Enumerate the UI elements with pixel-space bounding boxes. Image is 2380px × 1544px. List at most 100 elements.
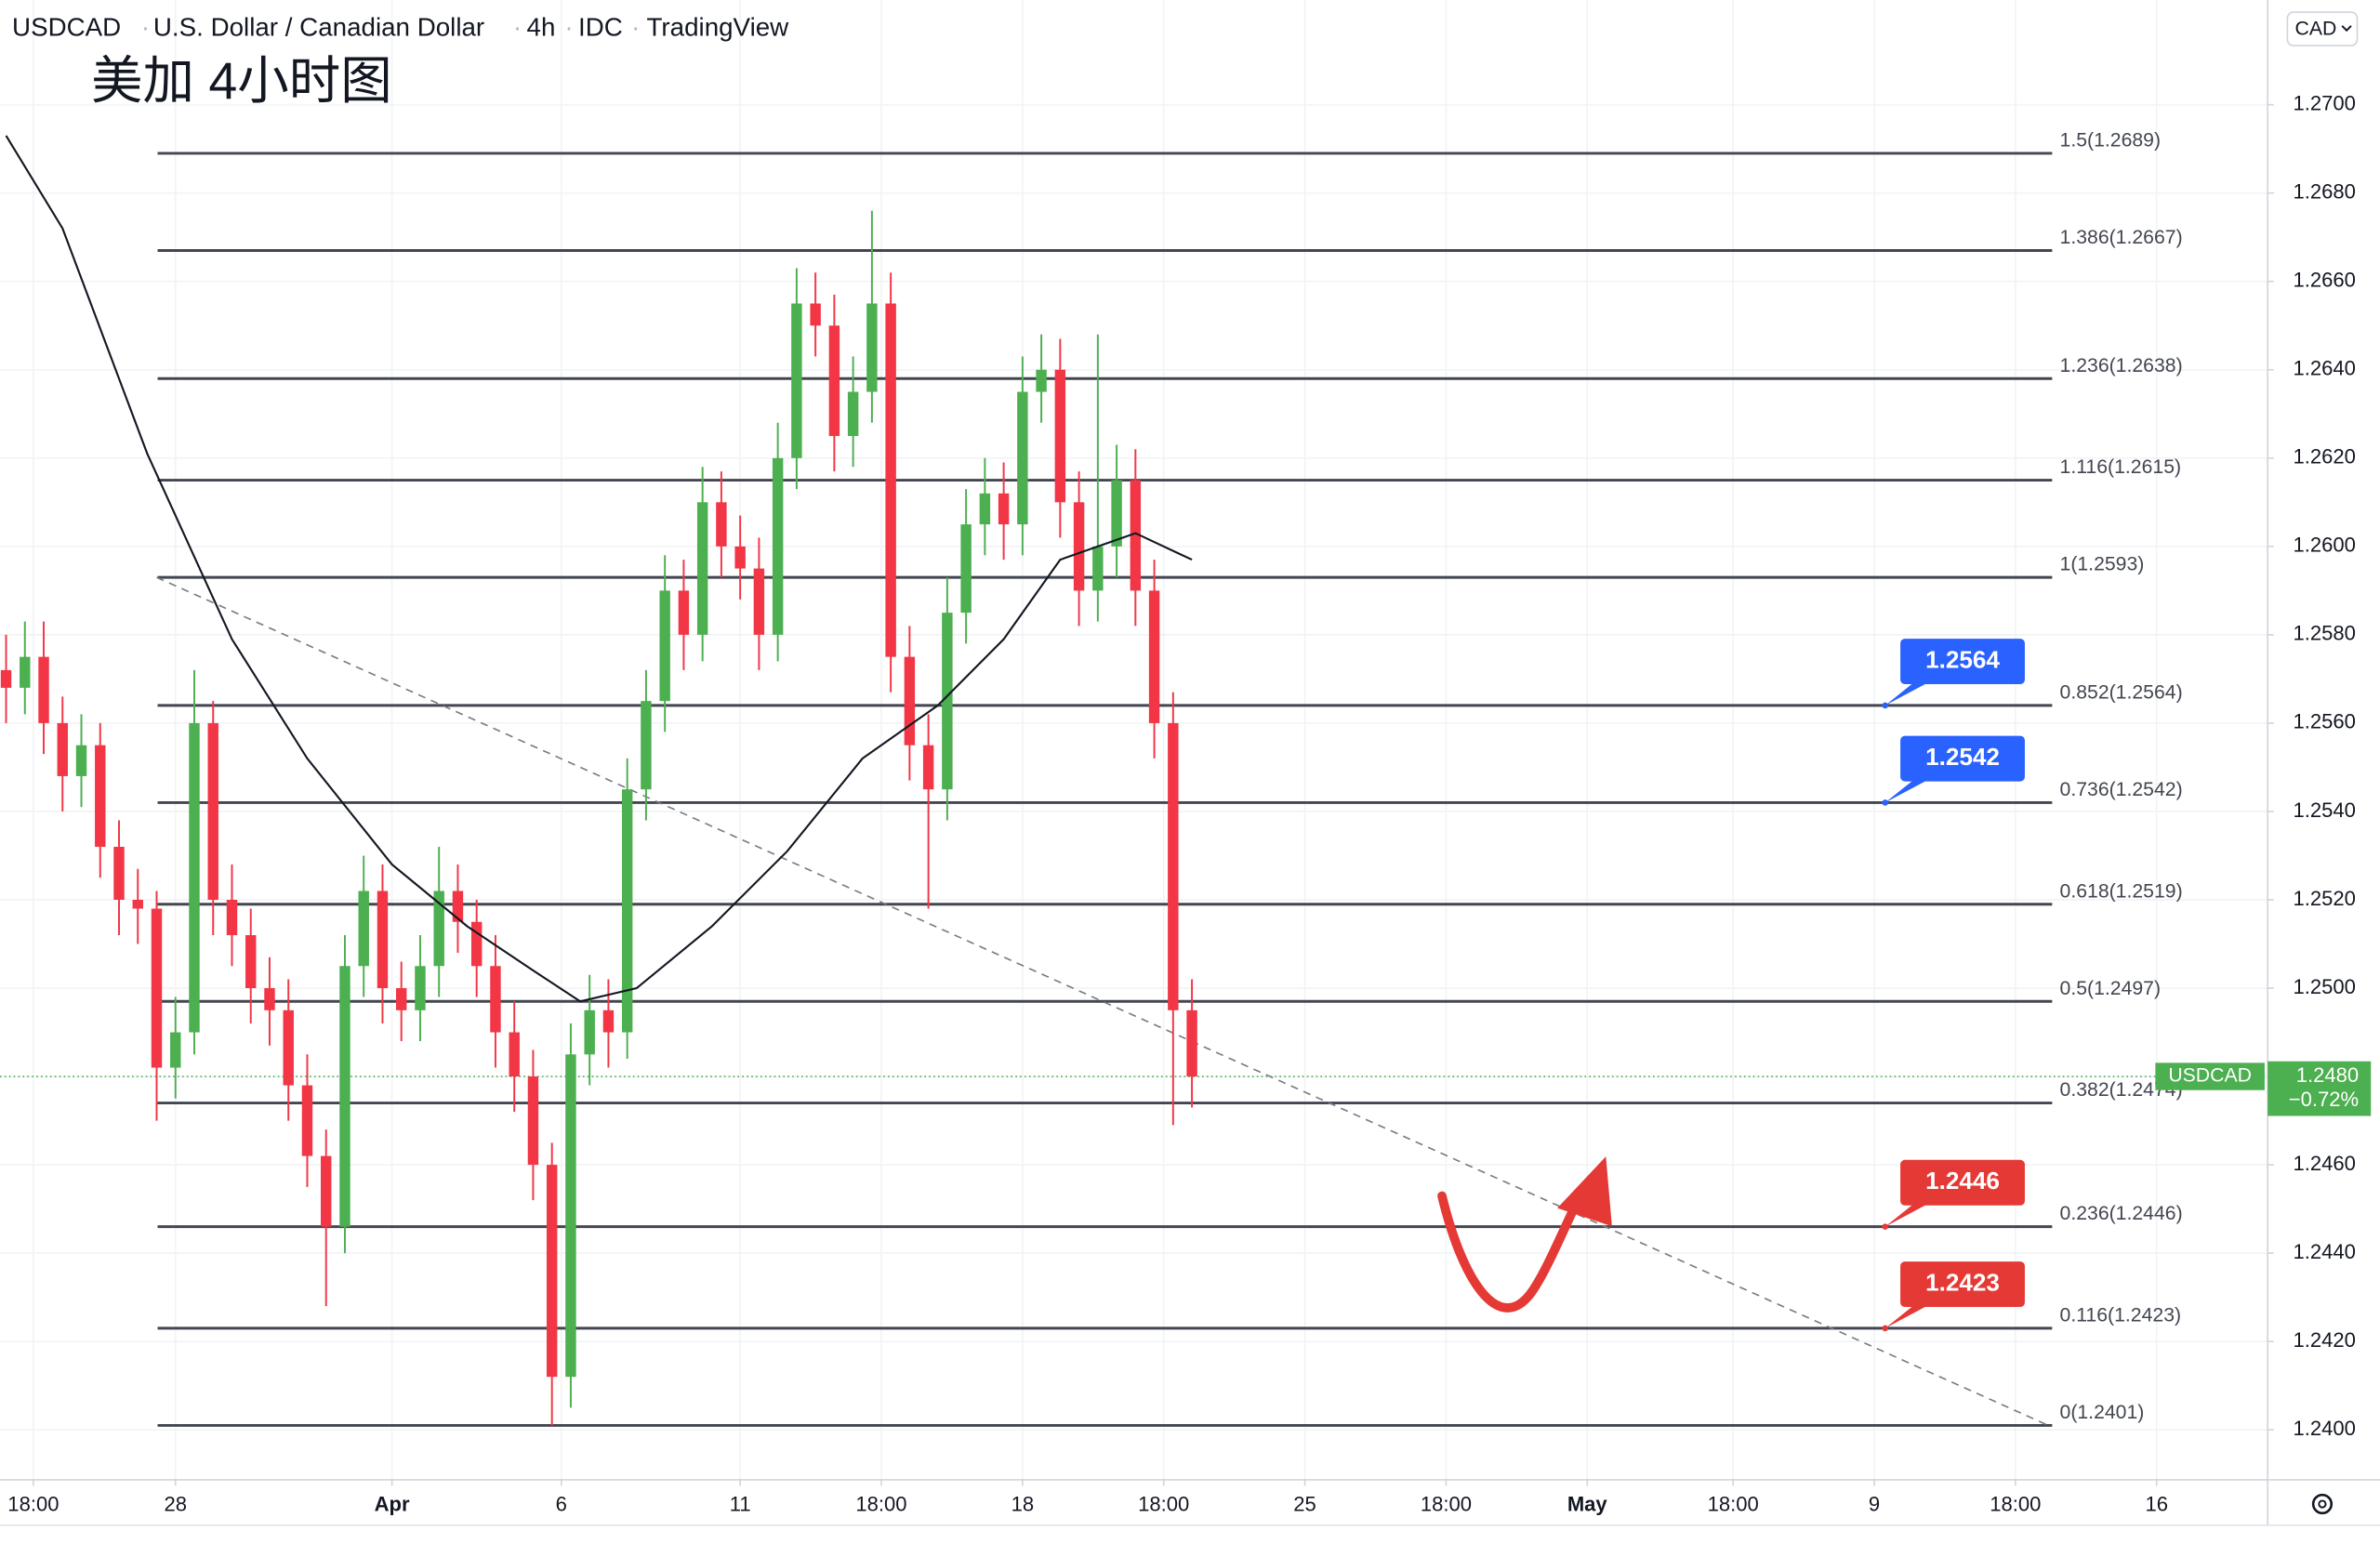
candle-body: [546, 1165, 558, 1378]
platform: TradingView: [647, 12, 790, 41]
price-callout-label: 1.2423: [1925, 1268, 2000, 1296]
symbol[interactable]: USDCAD: [12, 12, 121, 41]
candle-body: [38, 656, 49, 723]
y-tick-label: 1.2660: [2293, 269, 2355, 292]
candle-body: [339, 966, 350, 1227]
candle-body: [527, 1076, 539, 1166]
y-tick-label: 1.2600: [2293, 534, 2355, 557]
price-callout[interactable]: [1900, 735, 2025, 782]
y-tick-label: 1.2440: [2293, 1240, 2355, 1263]
candle-body: [641, 701, 652, 790]
candle-body: [584, 1010, 595, 1055]
candle-body: [470, 921, 483, 967]
candle-body: [772, 457, 784, 635]
candle-body: [828, 325, 840, 437]
x-tick-label: 18:00: [1990, 1492, 2041, 1515]
candle-body: [716, 502, 727, 547]
trendline: [156, 576, 2049, 1427]
candle-body: [95, 745, 106, 847]
candle-body: [1111, 480, 1122, 547]
candle-body: [170, 1032, 181, 1068]
candle-body: [207, 722, 218, 900]
x-tick-label: Apr: [375, 1492, 410, 1515]
fib-label: 0.852(1.2564): [2060, 681, 2183, 703]
candle-body: [75, 745, 87, 776]
x-tick-label: 18:00: [855, 1492, 906, 1515]
separator: ·: [513, 12, 522, 41]
x-tick-label: 18:00: [1138, 1492, 1189, 1515]
candle-body: [847, 391, 859, 437]
callout-anchor: [1882, 799, 1889, 806]
candle-body: [321, 1155, 332, 1227]
candle-body: [922, 745, 934, 790]
candle-body: [791, 303, 802, 458]
candle-body: [490, 966, 501, 1033]
candle-body: [189, 722, 200, 1033]
x-tick-label: 18:00: [1708, 1492, 1759, 1515]
rebound-arrow: [1437, 1191, 1583, 1313]
candle-body: [810, 303, 821, 326]
callout-anchor: [1882, 1325, 1889, 1332]
candle-body: [377, 891, 389, 989]
currency-button[interactable]: [2286, 11, 2359, 46]
symbol-tag: [2155, 1062, 2265, 1090]
candle-body: [1092, 546, 1104, 591]
price-callout[interactable]: [1900, 1159, 2025, 1206]
currency-label[interactable]: CAD: [2295, 18, 2337, 39]
moving-average: [5, 135, 1193, 1003]
candle-body: [659, 590, 670, 702]
x-tick-label: 25: [1293, 1492, 1316, 1515]
candle-body: [283, 1010, 294, 1086]
price-callout-label: 1.2564: [1925, 645, 2000, 673]
x-tick-label: 16: [2145, 1492, 2168, 1515]
price-callout[interactable]: [1900, 1261, 2025, 1308]
fib-label: 0.382(1.2474): [2060, 1079, 2183, 1101]
candle-body: [20, 656, 31, 688]
candle-body: [1148, 590, 1160, 723]
x-tick-label: 28: [164, 1492, 187, 1515]
fib-label: 0.618(1.2519): [2060, 880, 2183, 902]
callout-pointer: [1884, 680, 1931, 706]
y-tick-label: 1.2420: [2293, 1328, 2355, 1352]
candle-body: [1186, 1010, 1197, 1077]
header: USDCAD · U.S. Dollar / Canadian Dollar ·…: [12, 12, 789, 41]
candle-body: [565, 1054, 576, 1378]
price-callout-label: 1.2446: [1925, 1167, 2000, 1194]
symbol-tag-label: USDCAD: [2168, 1065, 2252, 1087]
candle-body: [678, 590, 690, 635]
candle-body: [301, 1085, 313, 1156]
y-tick-label: 1.2560: [2293, 710, 2355, 733]
rebound-arrowhead: [1557, 1156, 1612, 1227]
interval[interactable]: 4h: [527, 12, 556, 41]
price-callout[interactable]: [1900, 639, 2025, 685]
candle-body: [1073, 502, 1085, 591]
y-tick-label: 1.2620: [2293, 445, 2355, 468]
x-tick-label: 18:00: [7, 1492, 59, 1515]
candle-body: [151, 908, 163, 1068]
candle-body: [885, 303, 896, 657]
candle-body: [1130, 480, 1142, 591]
y-tick-label: 1.2460: [2293, 1152, 2355, 1175]
y-tick-label: 1.2580: [2293, 622, 2355, 645]
y-tick-label: 1.2520: [2293, 887, 2355, 910]
candle-body: [1054, 369, 1066, 503]
annotation-title: 美加 4小时图: [91, 52, 392, 110]
plot: 1.5(1.2689) 1.386(1.2667) 1.236(1.2638) 1.1…: [0, 129, 2268, 1427]
candle-body: [264, 988, 275, 1010]
settings-icon[interactable]: [2311, 1493, 2334, 1515]
candle-body: [509, 1032, 520, 1077]
fib-label: 0(1.2401): [2060, 1402, 2145, 1423]
candle-body: [0, 669, 12, 688]
candle-body: [960, 524, 972, 614]
callout-anchor: [1882, 702, 1889, 709]
candle-body: [113, 846, 125, 900]
fib-label: 1(1.2593): [2060, 554, 2145, 575]
callout-pointer: [1884, 778, 1931, 803]
y-tick-label: 1.2680: [2293, 180, 2355, 204]
y-tick-label: 1.2640: [2293, 357, 2355, 380]
candle-body: [358, 891, 369, 967]
candle-body: [904, 656, 916, 746]
x-tick-label: 11: [730, 1492, 751, 1515]
candle-body: [998, 493, 1010, 525]
